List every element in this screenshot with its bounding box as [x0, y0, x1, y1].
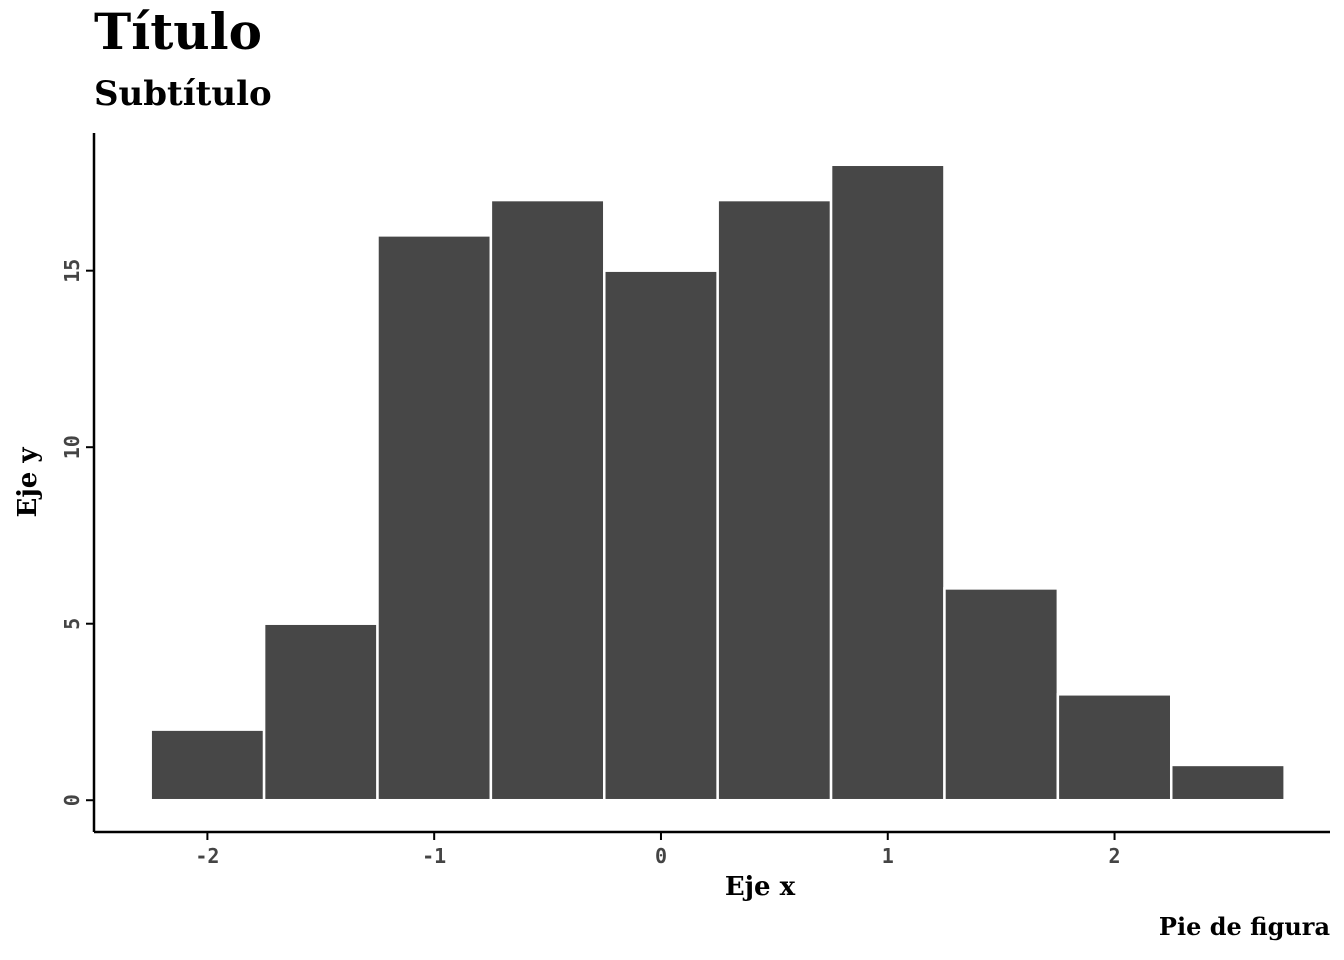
- histogram-bar-4: [603, 269, 719, 802]
- y-axis-title: Eje y: [13, 447, 43, 518]
- chart-subtitle: Subtítulo: [94, 74, 272, 114]
- histogram-bar-3: [489, 198, 606, 802]
- y-tick-label-0: 0: [60, 794, 84, 806]
- y-tick-label-2: 10: [60, 435, 84, 459]
- y-tick-label-1: 5: [60, 618, 84, 630]
- histogram-bar-9: [1169, 763, 1286, 802]
- y-tick-label-3: 15: [60, 259, 84, 283]
- figure-caption: Pie de figura: [1158, 912, 1330, 941]
- histogram-bar-8: [1056, 693, 1173, 802]
- x-tick-label-0: -2: [195, 844, 219, 868]
- histogram-bar-0: [149, 728, 266, 802]
- histogram-bar-6: [829, 163, 946, 802]
- y-axis-ticks: 0 5 10 15: [60, 259, 94, 806]
- x-tick-label-3: 1: [882, 844, 894, 868]
- x-tick-label-2: 0: [655, 844, 667, 868]
- x-axis-ticks: -2 -1 0 1 2: [195, 832, 1121, 868]
- chart-title: Título: [94, 2, 262, 61]
- x-tick-label-1: -1: [422, 844, 446, 868]
- histogram-bar-7: [943, 587, 1060, 802]
- x-axis-title: Eje x: [725, 872, 796, 902]
- bars-group: [149, 163, 1286, 802]
- histogram-bar-5: [716, 198, 833, 802]
- histogram-bar-2: [376, 234, 493, 802]
- x-tick-label-4: 2: [1109, 844, 1121, 868]
- histogram-bar-1: [262, 622, 379, 802]
